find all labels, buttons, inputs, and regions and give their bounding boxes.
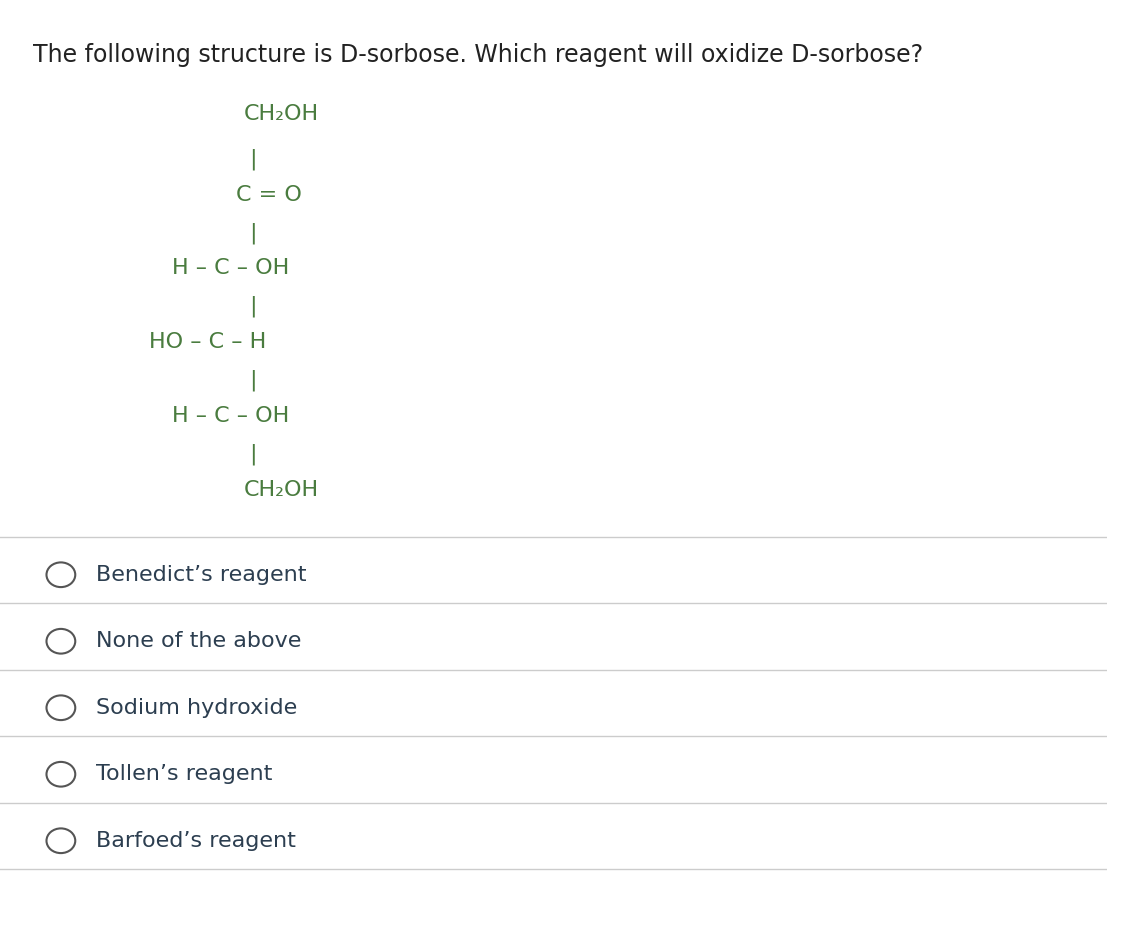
Text: |: | <box>249 444 256 465</box>
Text: Benedict’s reagent: Benedict’s reagent <box>96 564 307 585</box>
Text: H – C – OH: H – C – OH <box>171 406 288 427</box>
Text: CH₂OH: CH₂OH <box>244 104 319 124</box>
Text: H – C – OH: H – C – OH <box>171 257 288 278</box>
Text: The following structure is D-sorbose. Which reagent will oxidize D-sorbose?: The following structure is D-sorbose. Wh… <box>33 43 923 66</box>
Text: Barfoed’s reagent: Barfoed’s reagent <box>96 830 296 851</box>
Text: |: | <box>249 149 256 170</box>
Text: |: | <box>249 295 256 316</box>
Text: |: | <box>249 370 256 390</box>
Text: Sodium hydroxide: Sodium hydroxide <box>96 697 298 718</box>
Text: C = O: C = O <box>236 184 302 205</box>
Text: None of the above: None of the above <box>96 631 302 652</box>
Text: |: | <box>249 222 256 243</box>
Text: Tollen’s reagent: Tollen’s reagent <box>96 764 272 785</box>
Text: CH₂OH: CH₂OH <box>244 480 319 501</box>
Text: HO – C – H: HO – C – H <box>149 332 267 352</box>
